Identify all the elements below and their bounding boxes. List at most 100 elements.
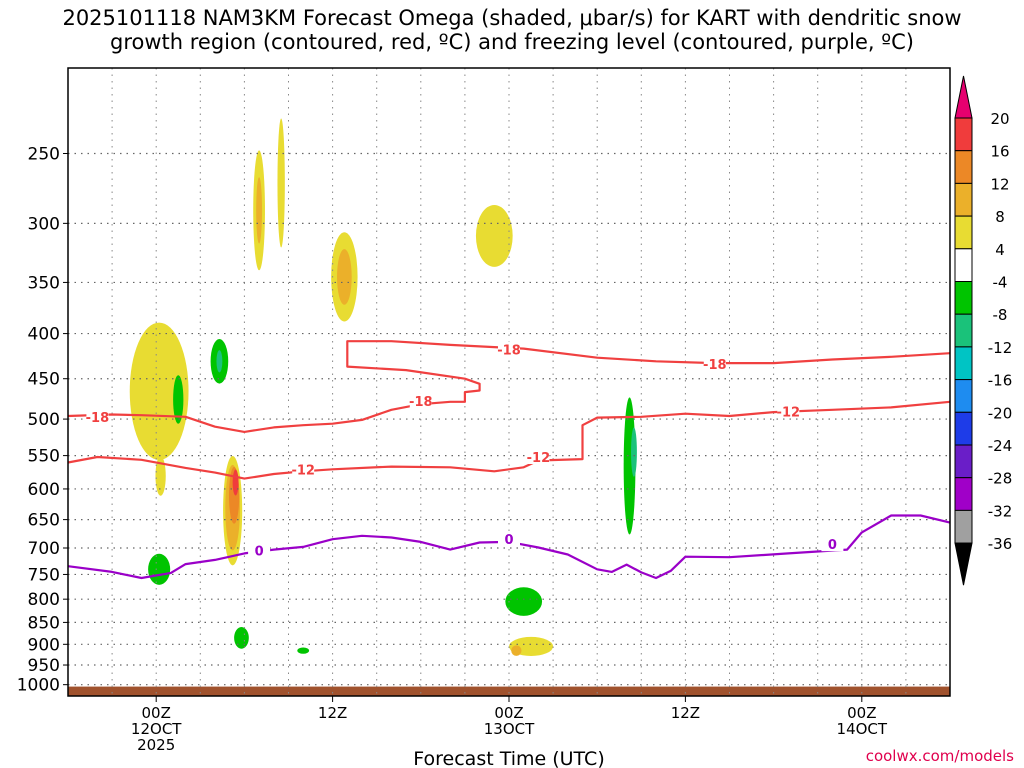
contour-label: -12 (527, 451, 551, 466)
omega-region (173, 375, 184, 424)
contour-label-bg (527, 448, 550, 464)
chart-title-line2: growth region (contoured, red, ºC) and f… (110, 30, 914, 54)
x-tick-label: 2025 (137, 736, 175, 754)
contour-dgz_bottom (67, 400, 951, 480)
colorbar-label: -16 (988, 372, 1013, 390)
x-tick-label: 12Z (671, 704, 700, 722)
contour-dgz_top (67, 340, 951, 433)
y-tick-label: 350 (28, 273, 60, 293)
omega-region (277, 118, 285, 248)
y-tick-label: 250 (28, 144, 60, 164)
omega-region (232, 469, 239, 496)
y-tick-label: 950 (28, 656, 60, 676)
contour-label: -18 (86, 411, 110, 426)
omega-region (297, 647, 310, 654)
omega-region (148, 553, 171, 585)
x-tick-label: 12Z (318, 704, 347, 722)
y-tick-label: 500 (28, 410, 60, 430)
omega-region (337, 249, 352, 305)
colorbar-swatch (954, 379, 973, 413)
contour-label-bg (409, 393, 432, 409)
x-tick-label: 12OCT (131, 720, 182, 738)
colorbar-label: -4 (993, 274, 1008, 292)
y-tick-label: 900 (28, 635, 60, 655)
colorbar-swatch (954, 411, 973, 446)
contour-label-bg (86, 408, 109, 424)
contour-label-bg (777, 403, 800, 419)
colorbar-label: -12 (988, 339, 1013, 357)
colorbar-swatch (954, 477, 973, 511)
contour-label: 0 (828, 538, 837, 553)
x-axis-label: Forecast Time (UTC) (413, 748, 604, 768)
omega-region (155, 456, 166, 496)
ground-layer (68, 686, 950, 696)
contour-label: -12 (291, 463, 315, 478)
contour-label-bg (498, 531, 520, 547)
contour-freezing_level (67, 514, 951, 580)
colorbar-label: 8 (995, 208, 1005, 226)
chart-title: 2025101118 NAM3KM Forecast Omega (shaded… (0, 6, 1024, 54)
contour-label: -18 (409, 395, 433, 410)
colorbar-swatch (954, 150, 973, 184)
y-axis: 2503003504004505005506006507007508008509… (17, 144, 68, 696)
contour-label-bg (498, 341, 520, 357)
y-tick-label: 550 (28, 447, 60, 467)
contour-label: 0 (255, 545, 264, 560)
x-tick-label: 00Z (142, 704, 171, 722)
omega-region (234, 627, 249, 649)
ground-fill (68, 686, 950, 696)
y-tick-label: 800 (28, 590, 60, 610)
contour-label-bg (292, 461, 315, 477)
chart-title-line1: 2025101118 NAM3KM Forecast Omega (shaded… (62, 6, 962, 30)
contours: -18 -18 -18 -18 -12 -12 -12 0 0 0 (67, 340, 951, 580)
colorbar-label: -28 (988, 470, 1013, 488)
colorbar-label: -24 (988, 437, 1013, 455)
contour-label: -18 (703, 358, 727, 373)
contour-label-bg (248, 542, 271, 558)
colorbar-label: -36 (988, 535, 1013, 553)
colorbar-label: 4 (995, 241, 1005, 259)
colorbar-swatch (954, 509, 973, 544)
y-tick-label: 700 (28, 539, 60, 559)
omega-region (505, 587, 543, 616)
colorbar-legend: 20 16 12 8 4 -4 -8 -12 -16 -20 -24 -28 -32 -36 (954, 75, 1013, 586)
x-tick-label: 00Z (847, 704, 876, 722)
contour-label: 0 (504, 533, 513, 548)
y-tick-label: 750 (28, 565, 60, 585)
omega-shading (129, 118, 637, 656)
y-tick-label: 600 (28, 480, 60, 500)
contour-label-bg (821, 536, 844, 552)
y-tick-label: 450 (28, 370, 60, 390)
omega-region (511, 645, 522, 656)
source-credit[interactable]: coolwx.com/models (865, 747, 1014, 765)
colorbar-label: -32 (988, 502, 1013, 520)
colorbar-swatch (954, 346, 973, 381)
x-tick-label: 14OCT (837, 720, 888, 738)
y-tick-label: 850 (28, 613, 60, 633)
colorbar-bottom-arrow (954, 542, 973, 586)
contour-label: -18 (497, 344, 521, 359)
omega-region (216, 350, 223, 373)
x-tick-label: 13OCT (484, 720, 535, 738)
colorbar-top-arrow (954, 75, 973, 119)
colorbar-label: 16 (990, 143, 1009, 161)
omega-region (475, 204, 513, 267)
colorbar-swatch (954, 117, 973, 152)
colorbar-label: -8 (993, 306, 1008, 324)
omega-region (256, 177, 263, 244)
omega-region (631, 427, 637, 477)
colorbar-label: 20 (990, 110, 1009, 128)
colorbar-label: 12 (990, 175, 1009, 193)
colorbar-swatch (954, 313, 973, 348)
y-tick-label: 300 (28, 214, 60, 234)
colorbar-swatch (954, 215, 973, 250)
contour-label-bg (703, 355, 726, 371)
colorbar-swatch (954, 281, 973, 315)
contour-label: -12 (777, 405, 801, 420)
colorbar-swatch (954, 182, 973, 217)
colorbar-swatch (954, 248, 973, 283)
y-tick-label: 650 (28, 511, 60, 531)
colorbar-swatch (954, 444, 973, 479)
